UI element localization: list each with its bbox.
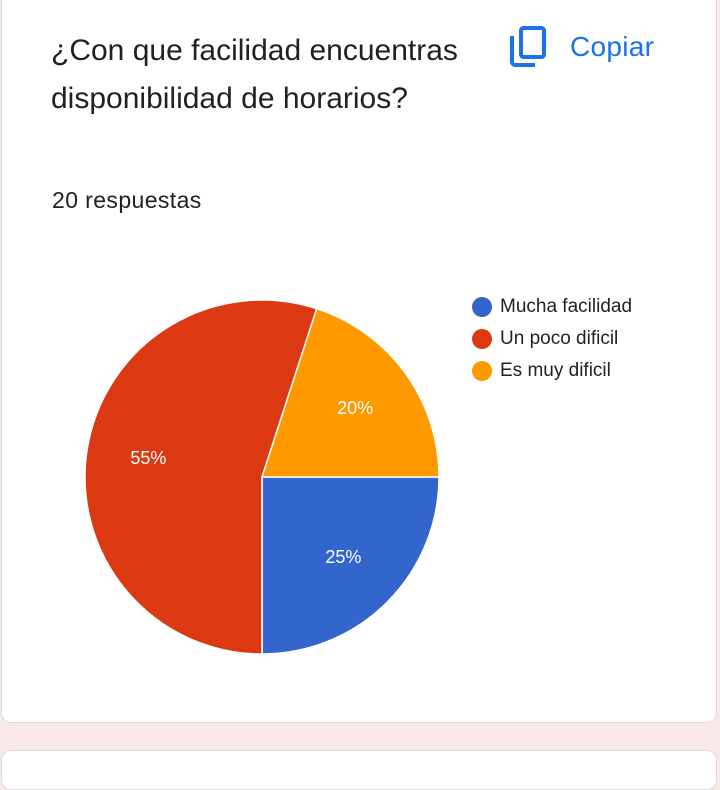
legend-item[interactable]: Un poco dificil [472, 328, 618, 349]
pie-slice-un-poco-dificil[interactable] [84, 299, 318, 655]
legend-swatch [472, 297, 492, 317]
pie-slice-percent-label: 20% [337, 398, 373, 418]
legend-item[interactable]: Mucha facilidad [472, 296, 632, 317]
legend-label: Un poco dificil [500, 328, 618, 349]
pie-slice-labels: 25% 55% 20% [130, 398, 373, 567]
response-count: 20 respuestas [52, 187, 202, 213]
pie-slice-es-muy-dificil[interactable] [260, 307, 440, 478]
pie-slice-percent-label: 25% [325, 547, 361, 567]
copy-button[interactable]: Copiar [508, 23, 654, 71]
copy-button-label: Copiar [570, 31, 655, 62]
chart-legend: Mucha facilidad Un poco dificil Es muy dif… [472, 296, 632, 381]
next-question-card [1, 750, 717, 790]
legend-label: Mucha facilidad [500, 296, 632, 317]
question-title: ¿Con que facilidad encuentras disponibil… [51, 34, 458, 115]
pie-slice-mucha-facilidad[interactable] [261, 476, 440, 655]
legend-item[interactable]: Es muy dificil [472, 360, 611, 381]
pie-chart: 25% 55% 20% Mucha facilidad Un poco dificil… [84, 296, 632, 655]
copy-icon [510, 26, 546, 67]
legend-swatch [472, 329, 492, 349]
legend-label: Es muy dificil [500, 360, 611, 381]
pie-slice-percent-label: 55% [130, 448, 166, 468]
pie-slices [84, 299, 440, 655]
legend-swatch [472, 361, 492, 381]
